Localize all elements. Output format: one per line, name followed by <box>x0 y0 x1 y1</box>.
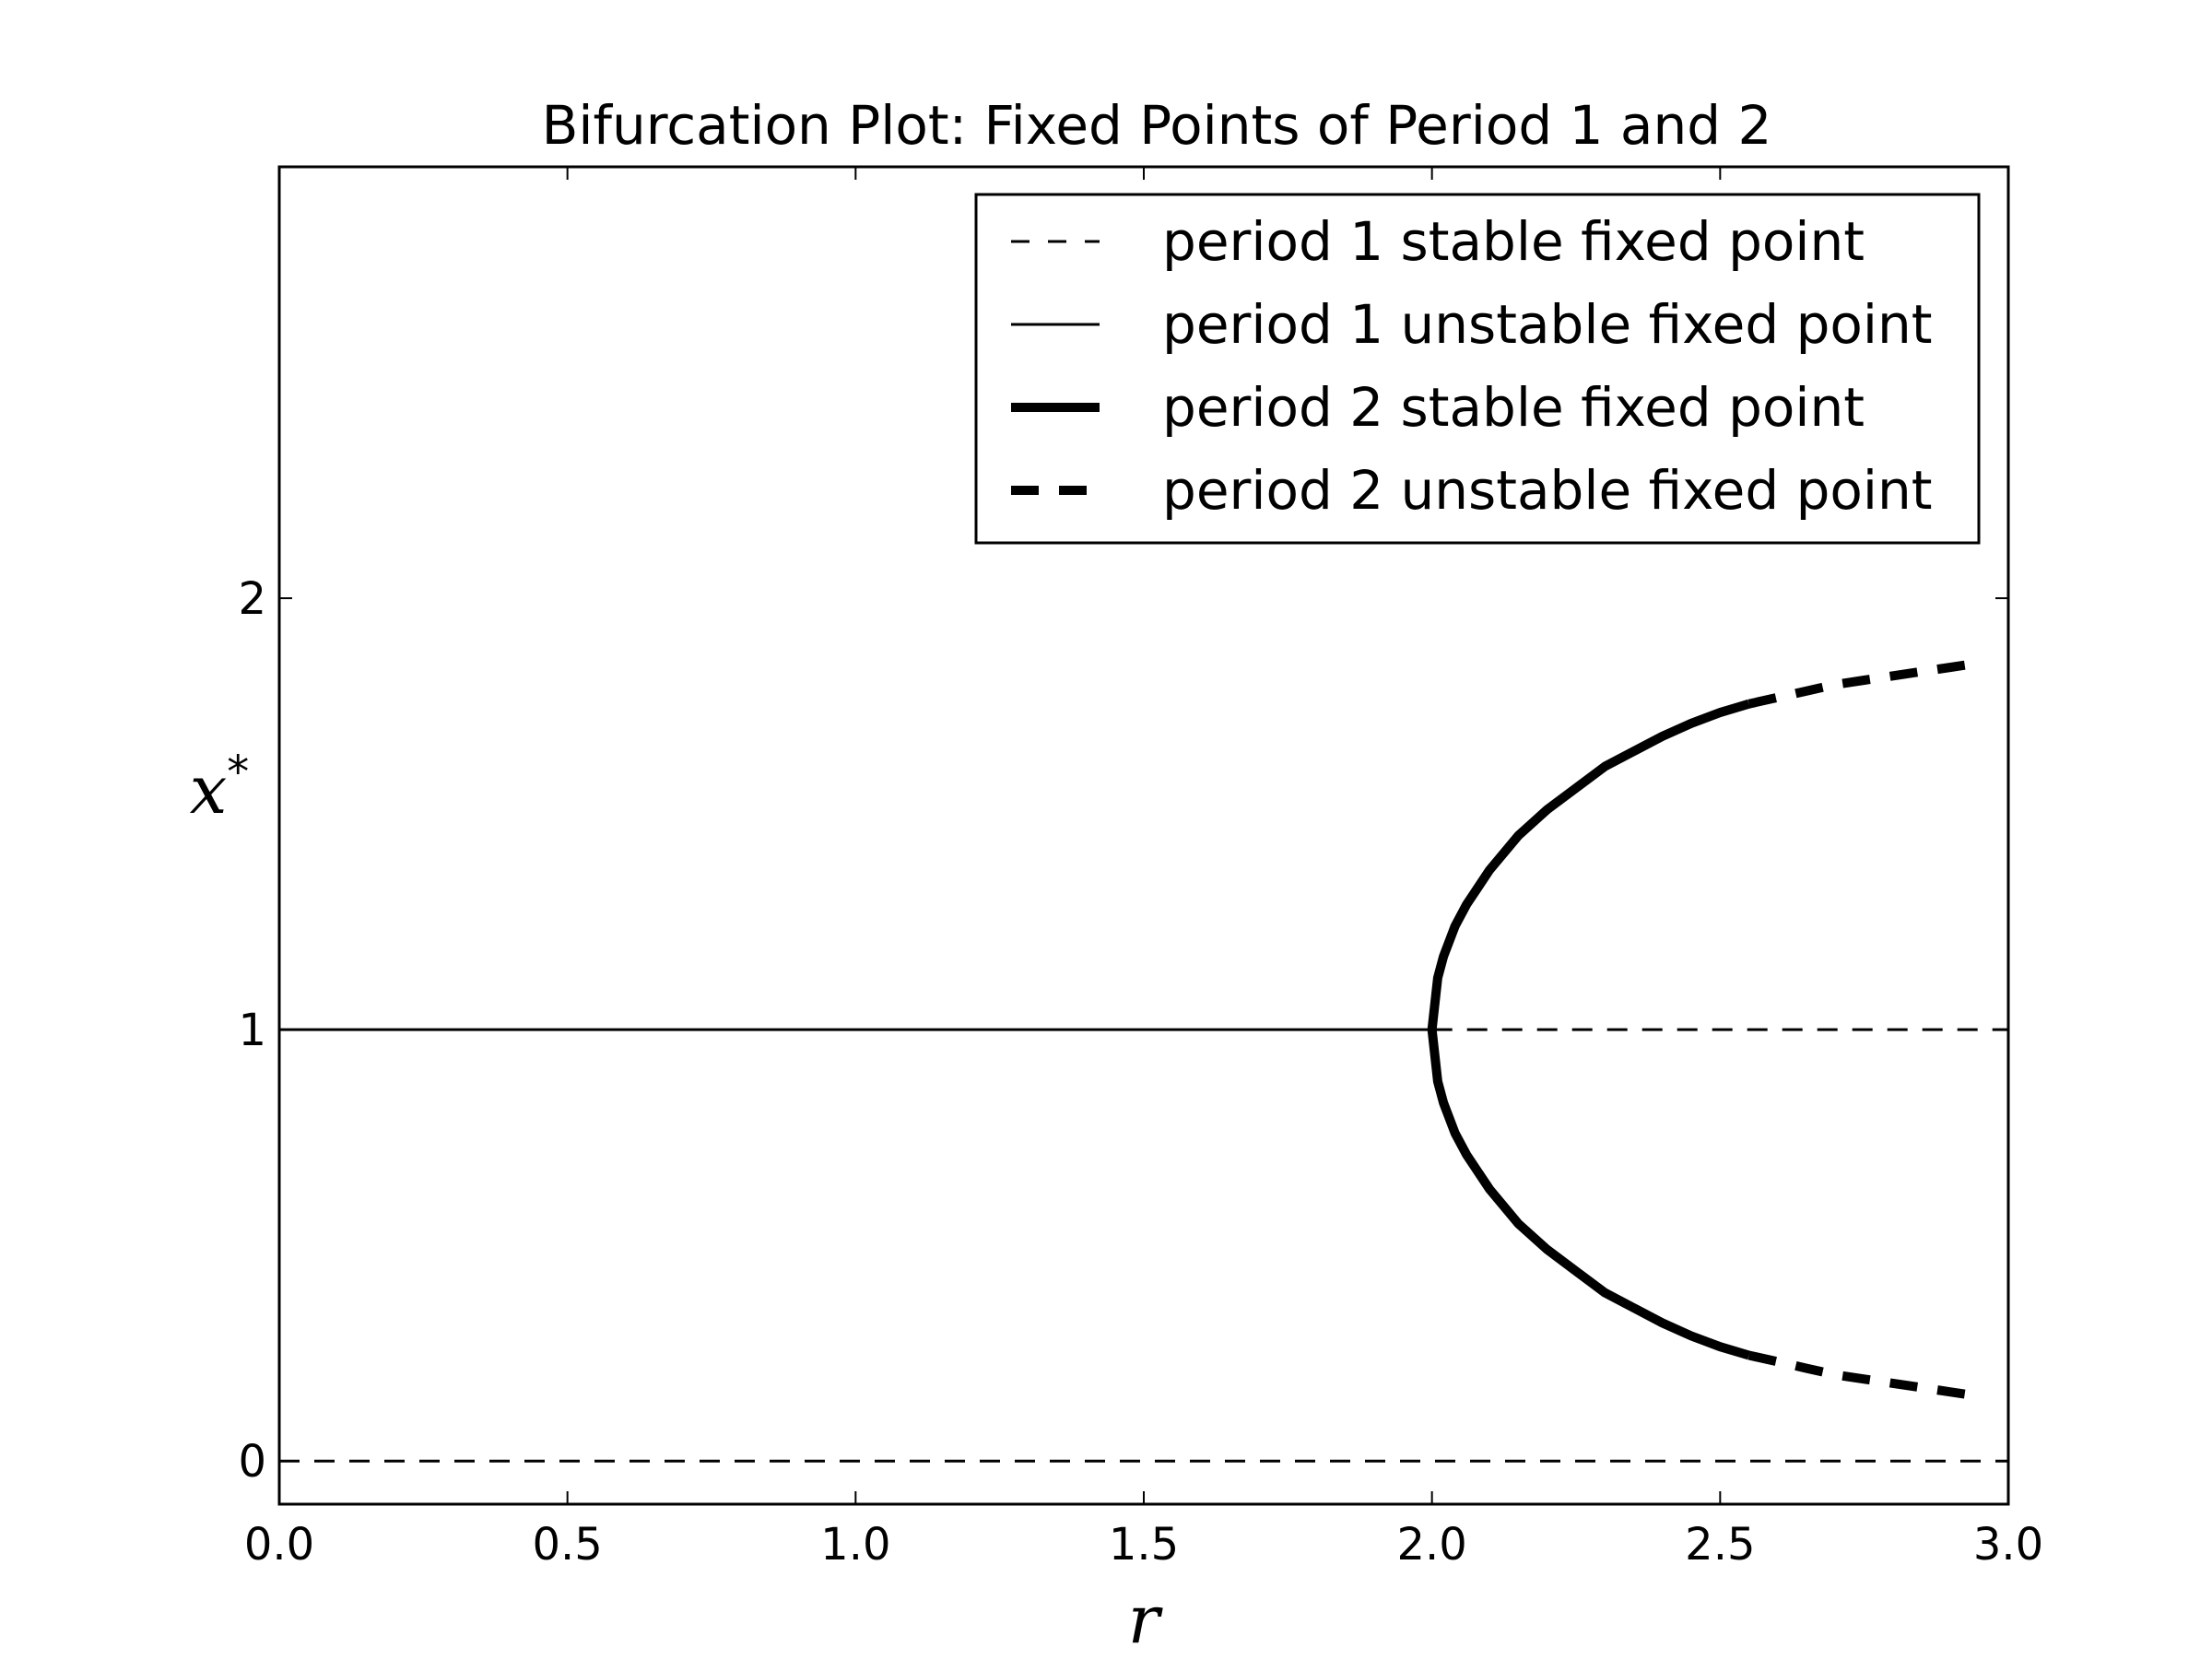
legend: period 1 stable fixed point period 1 unst… <box>974 193 1981 545</box>
y-tick-label: 2 <box>238 573 266 625</box>
series-line-3 <box>1427 699 1751 1030</box>
legend-label: period 2 unstable fixed point <box>1162 459 1933 522</box>
chart-title: Bifurcation Plot: Fixed Points of Period… <box>542 94 1772 157</box>
x-axis-label: r <box>1128 1581 1163 1658</box>
series-layer <box>279 658 2008 1463</box>
tick-layer: 0.0 0.5 1.0 1.5 2.0 2.5 3.0 0 1 2 <box>238 167 2043 1571</box>
x-tick-label: 2.5 <box>1685 1519 1755 1571</box>
y-tick-label: 0 <box>238 1436 266 1488</box>
y-axis-label-base: x <box>190 751 228 829</box>
series-line-4 <box>1427 1029 1751 1360</box>
y-axis-label-sup: * <box>227 747 249 798</box>
x-tick-label: 2.0 <box>1396 1519 1466 1571</box>
legend-label: period 2 stable fixed point <box>1162 376 1865 439</box>
y-axis-label: x* <box>190 747 250 829</box>
x-tick-label: 3.0 <box>1973 1519 2043 1571</box>
y-tick-label: 1 <box>238 1005 266 1056</box>
x-tick-label: 1.5 <box>1109 1519 1179 1571</box>
series-line-5 <box>1747 658 1981 709</box>
legend-label: period 1 unstable fixed point <box>1162 293 1933 356</box>
x-tick-label: 0.5 <box>532 1519 602 1571</box>
x-tick-label: 1.0 <box>820 1519 890 1571</box>
legend-items: period 1 stable fixed point period 1 unst… <box>1011 210 1933 522</box>
x-tick-label: 0.0 <box>244 1519 314 1571</box>
series-line-6 <box>1747 1350 1981 1401</box>
legend-label: period 1 stable fixed point <box>1162 210 1865 273</box>
legend-box <box>974 193 1981 545</box>
